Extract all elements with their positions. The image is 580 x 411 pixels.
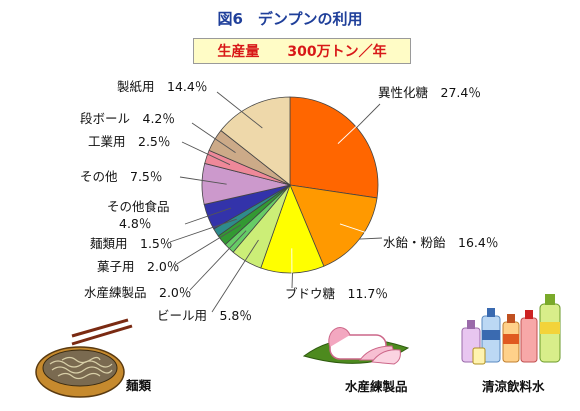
production-box: 生産量 300万トン／年	[193, 38, 411, 64]
leader-line-12	[216, 91, 263, 129]
chart-title: 図6 デンプンの利用	[217, 10, 363, 28]
slice-label-11: 段ボール 4.2％	[80, 111, 175, 126]
pie-slice-2	[289, 184, 378, 267]
production-label: 生産量	[217, 44, 260, 60]
slice-labels: 異性化糖 27.4％ 水飴・粉飴 16.4％ ブドウ糖 11.7％ ビール用 5.8％…	[80, 79, 498, 323]
slice-label-8: その他食品 4.8％	[107, 199, 170, 231]
leader-line-8	[184, 207, 232, 225]
slice-label-6: 菓子用 2.0％	[97, 259, 179, 274]
slice-label-4: ビール用 5.8％	[157, 308, 252, 323]
leader-line-2	[339, 223, 383, 239]
leader-line-9	[179, 176, 227, 185]
leader-line-5	[189, 230, 247, 291]
slice-label-3: ブドウ糖 11.7％	[285, 286, 388, 301]
leader-line-outer-2	[359, 237, 383, 240]
pie-slice-1	[289, 96, 379, 199]
caption-fish-paste: 水産練製品	[345, 379, 408, 394]
caption-drinks: 清涼飲料水	[482, 379, 545, 394]
pie-slice-3	[260, 183, 325, 274]
pie-slice-12	[220, 96, 291, 186]
bottles-icon	[461, 294, 561, 365]
pie-slices	[201, 96, 379, 274]
production-value: 300万トン／年	[287, 44, 387, 60]
caption-noodles: 麺類	[125, 378, 152, 393]
leader-line-10	[181, 141, 231, 166]
slice-label-9: その他 7.5％	[80, 169, 162, 184]
kamaboko-icon	[302, 327, 410, 365]
slice-label-12: 製紙用 14.4％	[117, 79, 207, 94]
leader-line-4	[211, 239, 259, 313]
slice-label-1: 異性化糖 27.4％	[378, 85, 481, 100]
slice-label-7: 麺類用 1.5％	[90, 236, 172, 251]
leader-line-outer-1	[356, 103, 381, 128]
noodle-bowl-icon	[35, 318, 133, 398]
leader-line-7	[169, 218, 237, 243]
leader-lines	[169, 91, 383, 313]
slice-label-2: 水飴・粉飴 16.4％	[383, 235, 498, 250]
leader-line-11	[191, 122, 236, 154]
slice-label-10: 工業用 2.5％	[88, 134, 170, 149]
leader-line-6	[174, 224, 241, 266]
slice-label-5: 水産練製品 2.0％	[84, 285, 191, 300]
